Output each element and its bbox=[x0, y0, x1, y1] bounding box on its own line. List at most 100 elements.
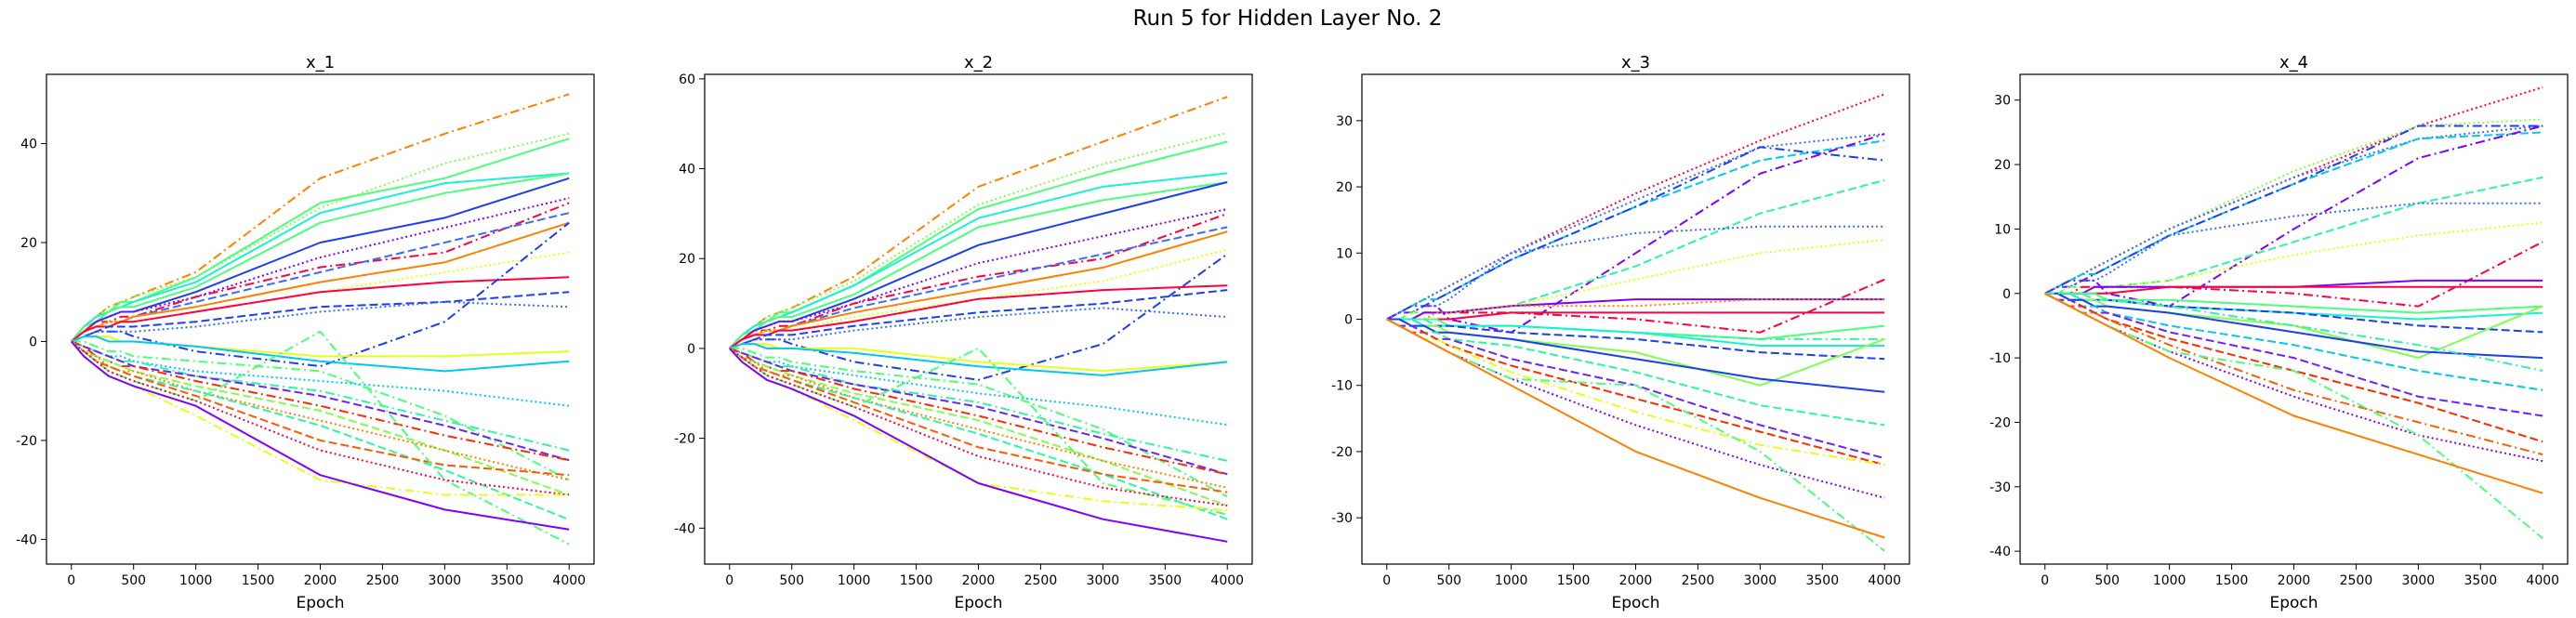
subplot-2: 0 500 1000 1500 2000 2500 3000 3500 4000 -40 -20 0 2… bbox=[674, 53, 1253, 612]
series-line-7 bbox=[1386, 225, 1885, 321]
series-line-5 bbox=[2044, 125, 2543, 295]
y-tick-label: 20 bbox=[679, 252, 695, 267]
figure-suptitle: Run 5 for Hidden Layer No. 2 bbox=[1133, 7, 1443, 31]
x-tick-label: 3500 bbox=[490, 573, 523, 588]
series-line-5 bbox=[71, 172, 570, 343]
x-tick-label: 0 bbox=[1382, 573, 1391, 588]
subplot-title: x_4 bbox=[2279, 53, 2308, 72]
series-line-21 bbox=[729, 347, 1228, 476]
x-tick-label: 4000 bbox=[1210, 573, 1244, 588]
series-line-30 bbox=[71, 340, 570, 531]
y-tick-label: -40 bbox=[16, 533, 37, 547]
series-line-8 bbox=[729, 212, 1228, 349]
y-tick-label: 10 bbox=[1336, 246, 1353, 261]
x-tick-label: 2000 bbox=[1619, 573, 1653, 588]
y-tick-label: 10 bbox=[1994, 222, 2011, 237]
y-tick-label: 30 bbox=[1994, 94, 2011, 109]
subplot-3: 0 500 1000 1500 2000 2500 3000 3500 4000 -30 -20 -1… bbox=[1331, 53, 1910, 612]
x-tick-label: 0 bbox=[2041, 573, 2049, 588]
y-tick-label: 0 bbox=[1344, 313, 1353, 328]
x-tick-label: 1000 bbox=[838, 573, 871, 588]
y-tick-label: 0 bbox=[29, 335, 37, 349]
x-axis-label: Epoch bbox=[296, 594, 344, 612]
series-line-5 bbox=[729, 181, 1228, 349]
x-tick-label: 2000 bbox=[2278, 573, 2311, 588]
y-tick-label: 40 bbox=[679, 163, 695, 178]
x-axis-label: Epoch bbox=[954, 594, 1002, 612]
y-tick-label: 0 bbox=[687, 342, 695, 357]
y-tick-label: 60 bbox=[679, 72, 695, 87]
series-line-3 bbox=[2044, 125, 2543, 295]
y-tick-label: 20 bbox=[20, 236, 37, 251]
y-tick-label: -10 bbox=[1989, 351, 2011, 366]
series-line-23 bbox=[2044, 292, 2543, 463]
x-tick-label: 2500 bbox=[2340, 573, 2373, 588]
x-tick-label: 4000 bbox=[552, 573, 586, 588]
series-line-23 bbox=[71, 340, 570, 496]
series-line-25 bbox=[1386, 318, 1885, 539]
subplot-title: x_1 bbox=[306, 53, 335, 72]
x-tick-label: 500 bbox=[779, 573, 804, 588]
x-tick-label: 2500 bbox=[1682, 573, 1715, 588]
series-line-22 bbox=[729, 347, 1228, 476]
series-line-15 bbox=[729, 307, 1228, 349]
series-line-20 bbox=[2044, 292, 2543, 417]
x-tick-label: 1000 bbox=[1495, 573, 1528, 588]
x-axis-label: Epoch bbox=[2269, 594, 2318, 612]
x-tick-label: 500 bbox=[1436, 573, 1461, 588]
subplot-4: 0 500 1000 1500 2000 2500 3000 3500 4000 -40 -30 -2… bbox=[1989, 53, 2569, 612]
y-tick-label: 0 bbox=[2002, 287, 2011, 302]
x-tick-label: 2500 bbox=[366, 573, 400, 588]
x-tick-label: 4000 bbox=[2526, 573, 2559, 588]
x-tick-label: 3500 bbox=[1148, 573, 1182, 588]
series-line-15 bbox=[71, 300, 570, 343]
y-tick-label: -40 bbox=[674, 521, 695, 536]
x-tick-label: 1500 bbox=[1557, 573, 1591, 588]
series-line-2 bbox=[729, 131, 1228, 349]
x-tick-label: 2000 bbox=[962, 573, 996, 588]
y-tick-label: 20 bbox=[1994, 158, 2011, 173]
x-tick-label: 3000 bbox=[2402, 573, 2436, 588]
x-tick-label: 2000 bbox=[304, 573, 337, 588]
series-line-23 bbox=[729, 348, 1228, 507]
series-line-18 bbox=[71, 340, 570, 481]
series-line-4 bbox=[71, 172, 570, 343]
y-tick-label: 40 bbox=[20, 138, 37, 152]
y-tick-label: 30 bbox=[1336, 114, 1353, 129]
x-tick-label: 1500 bbox=[242, 573, 275, 588]
subplot-1: 0 500 1000 1500 2000 2500 3000 3500 4000 -40 -20 0 2… bbox=[16, 53, 595, 612]
series-line-4 bbox=[729, 172, 1228, 349]
series-line-26 bbox=[729, 348, 1228, 493]
series-line-4 bbox=[1386, 146, 1885, 321]
y-tick-label: -20 bbox=[674, 432, 695, 447]
x-tick-label: 3000 bbox=[1087, 573, 1120, 588]
series-group bbox=[2044, 85, 2543, 540]
series-line-18 bbox=[729, 347, 1228, 498]
y-tick-label: -20 bbox=[1989, 415, 2011, 430]
series-line-28 bbox=[729, 348, 1228, 507]
subplot-panels: 0 500 1000 1500 2000 2500 3000 3500 4000-40-2002… bbox=[16, 53, 2569, 612]
series-line-30 bbox=[729, 348, 1228, 543]
y-tick-label: -40 bbox=[1989, 545, 2011, 559]
x-tick-label: 3500 bbox=[1805, 573, 1839, 588]
y-tick-label: -30 bbox=[1989, 480, 2011, 495]
x-tick-label: 1000 bbox=[2153, 573, 2186, 588]
series-line-17 bbox=[729, 343, 1228, 376]
x-tick-label: 0 bbox=[67, 573, 75, 588]
x-tick-label: 500 bbox=[2094, 573, 2120, 588]
x-tick-label: 0 bbox=[725, 573, 733, 588]
series-line-18 bbox=[1386, 318, 1885, 393]
series-line-23 bbox=[1386, 318, 1885, 499]
x-tick-label: 500 bbox=[121, 573, 146, 588]
series-line-27 bbox=[729, 347, 1228, 516]
subplot-title: x_2 bbox=[964, 53, 993, 72]
series-line-12 bbox=[71, 276, 570, 343]
series-line-17 bbox=[2044, 292, 2543, 360]
y-tick-label: 20 bbox=[1336, 180, 1353, 195]
subplot-title: x_3 bbox=[1621, 53, 1650, 72]
x-tick-label: 4000 bbox=[1868, 573, 1901, 588]
series-line-15 bbox=[1386, 318, 1885, 347]
series-group bbox=[1386, 93, 1885, 552]
x-tick-label: 2500 bbox=[1024, 573, 1058, 588]
